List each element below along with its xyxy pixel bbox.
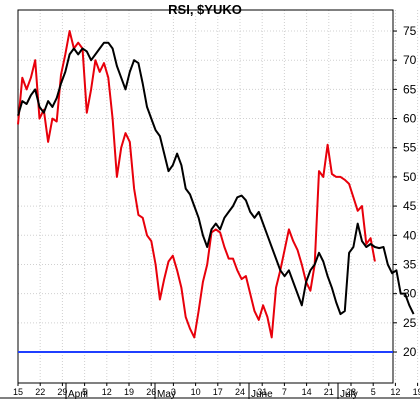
x-tick-label: 5 [82, 387, 87, 397]
x-tick-label: 12 [102, 387, 112, 397]
x-tick-label: 19 [413, 387, 420, 397]
x-tick-label: 26 [146, 387, 156, 397]
x-tick-label: 17 [213, 387, 223, 397]
y-tick-label: 40 [403, 228, 417, 242]
x-tick-label: 31 [257, 387, 267, 397]
series-layer [17, 30, 415, 339]
chart-title: RSI, $YUKO [168, 2, 242, 17]
y-tick-label: 35 [403, 257, 417, 271]
y-tick-label: 75 [403, 24, 417, 38]
y-tick-label: 60 [403, 112, 417, 126]
y-tick-label: 70 [403, 53, 417, 67]
x-axis: 15 22 29 5 12 19 26 3 10 17 24 31 7 14 21 28 5 12 19 [13, 383, 420, 397]
x-tick-label: 14 [302, 387, 312, 397]
x-tick-label: 29 [57, 387, 67, 397]
x-tick-label: 28 [346, 387, 356, 397]
x-tick-label: 24 [235, 387, 245, 397]
x-tick-label: 7 [282, 387, 287, 397]
month-label: May [157, 389, 176, 400]
x-tick-label: 5 [371, 387, 376, 397]
x-tick-label: 15 [13, 387, 23, 397]
y-tick-label: 30 [403, 287, 417, 301]
y-tick-label: 50 [403, 170, 417, 184]
month-label: July [340, 389, 358, 400]
plot-frame [17, 9, 394, 384]
x-tick-label: 22 [35, 387, 45, 397]
rsi-line-black [17, 41, 415, 316]
month-axis: April May June July [0, 383, 420, 400]
y-tick-label: 20 [403, 345, 417, 359]
x-tick-label: 3 [171, 387, 176, 397]
x-tick-label: 10 [191, 387, 201, 397]
rsi-line-red [17, 30, 376, 339]
y-tick-label: 25 [403, 316, 417, 330]
month-label: June [251, 389, 273, 400]
month-label: April [68, 389, 88, 400]
y-axis: 20 25 30 35 40 45 50 55 60 65 70 75 [393, 24, 417, 359]
y-tick-label: 55 [403, 141, 417, 155]
grid-layer [17, 10, 419, 383]
y-tick-label: 45 [403, 199, 417, 213]
x-tick-label: 19 [124, 387, 134, 397]
x-tick-label: 12 [390, 387, 400, 397]
y-tick-label: 65 [403, 82, 417, 96]
x-tick-label: 21 [324, 387, 334, 397]
